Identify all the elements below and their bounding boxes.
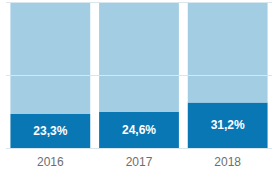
- svg-text:2017: 2017: [126, 155, 153, 169]
- svg-text:2016: 2016: [37, 155, 64, 169]
- svg-text:23,3%: 23,3%: [33, 124, 67, 138]
- svg-text:31,2%: 31,2%: [211, 118, 245, 132]
- svg-text:2018: 2018: [214, 155, 241, 169]
- svg-text:24,6%: 24,6%: [122, 123, 156, 137]
